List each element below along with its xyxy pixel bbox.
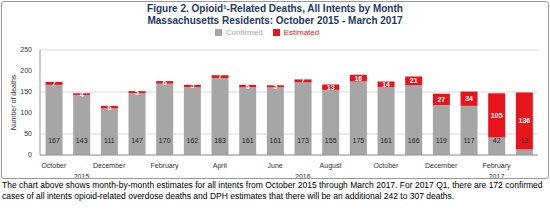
svg-text:250: 250 [20, 46, 32, 53]
svg-text:161: 161 [270, 137, 282, 144]
svg-text:October: October [41, 162, 67, 169]
svg-text:34: 34 [465, 95, 473, 102]
svg-text:21: 21 [410, 77, 418, 84]
svg-text:August: August [320, 162, 342, 170]
svg-text:6: 6 [107, 104, 111, 111]
svg-text:4: 4 [80, 91, 84, 98]
svg-text:February: February [482, 162, 511, 170]
svg-text:7: 7 [218, 73, 222, 80]
svg-text:December: December [93, 162, 126, 169]
svg-text:155: 155 [325, 137, 337, 144]
svg-text:100: 100 [20, 109, 32, 116]
html-text:The chart above shows month-by: The chart above shows month-by-month est… [2, 180, 543, 201]
svg-text:166: 166 [408, 137, 420, 144]
svg-text:50: 50 [24, 130, 32, 137]
svg-text:147: 147 [131, 137, 143, 144]
svg-text:175: 175 [353, 137, 365, 144]
svg-text:161: 161 [242, 137, 254, 144]
svg-text:2016: 2016 [295, 173, 311, 178]
svg-text:173: 173 [297, 137, 309, 144]
svg-text:2017: 2017 [489, 173, 505, 178]
svg-text:April: April [213, 162, 227, 170]
svg-text:105: 105 [491, 112, 503, 119]
svg-text:150: 150 [20, 88, 32, 95]
html-text:Confirmed: Confirmed [225, 28, 263, 37]
svg-text:13: 13 [520, 137, 528, 144]
html-text:Massachusetts Residents: Octob: Massachusetts Residents: October 2015 - … [147, 15, 403, 26]
svg-text:5: 5 [190, 82, 194, 89]
svg-text:Number of deaths: Number of deaths [10, 74, 17, 130]
svg-text:42: 42 [493, 137, 501, 144]
svg-text:2015: 2015 [74, 173, 90, 178]
svg-text:161: 161 [380, 137, 392, 144]
svg-text:October: October [373, 162, 399, 169]
svg-text:13: 13 [327, 84, 335, 91]
html-text:Estimated: Estimated [283, 28, 320, 37]
svg-text:16: 16 [354, 75, 362, 82]
svg-text:5: 5 [135, 89, 139, 96]
svg-text:7: 7 [52, 80, 56, 87]
svg-text:5: 5 [273, 83, 277, 90]
svg-text:June: June [268, 162, 283, 169]
svg-text:February: February [150, 162, 179, 170]
svg-text:119: 119 [436, 137, 447, 144]
svg-text:143: 143 [76, 137, 88, 144]
svg-text:27: 27 [437, 96, 445, 103]
svg-text:December: December [425, 162, 458, 169]
html-text:Figure 2. Opioid¹-Related Deat: Figure 2. Opioid¹-Related Deaths, All In… [147, 3, 403, 14]
svg-text:14: 14 [382, 81, 390, 88]
svg-text:111: 111 [104, 137, 115, 144]
svg-text:0: 0 [28, 151, 32, 158]
svg-text:117: 117 [463, 137, 474, 144]
svg-text:6: 6 [246, 83, 250, 90]
svg-text:6: 6 [163, 79, 167, 86]
svg-text:200: 200 [20, 67, 32, 74]
svg-text:136: 136 [519, 117, 531, 124]
svg-text:7: 7 [301, 77, 305, 84]
svg-text:162: 162 [187, 137, 199, 144]
svg-text:167: 167 [48, 137, 60, 144]
svg-text:170: 170 [159, 137, 171, 144]
svg-text:183: 183 [214, 137, 226, 144]
